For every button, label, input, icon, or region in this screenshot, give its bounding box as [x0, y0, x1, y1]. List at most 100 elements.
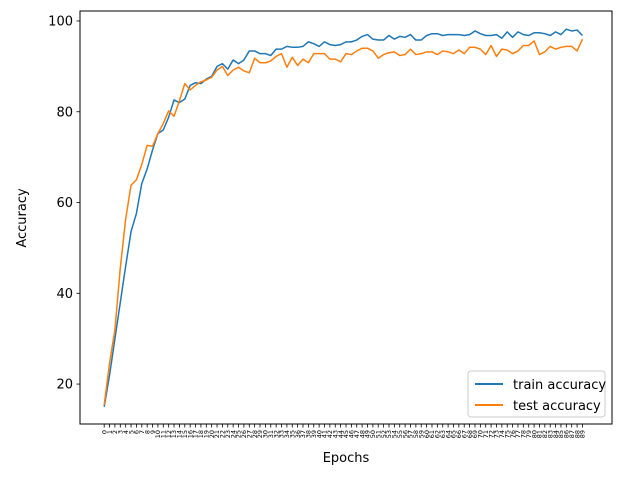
x-tick-label: 20 [208, 430, 216, 438]
x-tick-label: 9 [149, 430, 157, 434]
y-axis: 20 40 60 80 100 [48, 14, 80, 393]
x-tick-label: 58 [412, 430, 420, 438]
legend: train accuracy test accuracy [467, 370, 606, 418]
x-tick-label: 36 [294, 430, 302, 438]
x-tick-label: 7 [138, 430, 146, 434]
x-tick-label: 70 [477, 430, 485, 438]
x-tick-label: 49 [364, 430, 372, 438]
x-tick-label: 86 [563, 430, 571, 438]
x-tick-label: 84 [552, 430, 560, 438]
x-tick-label: 4 [122, 430, 130, 434]
x-tick-label: 14 [176, 430, 184, 438]
x-tick-label: 28 [251, 430, 259, 438]
x-tick-label: 12 [165, 430, 173, 438]
x-tick-label: 39 [310, 430, 318, 438]
x-tick-label: 10 [154, 430, 162, 438]
x-tick-label: 81 [536, 430, 544, 438]
x-tick-label: 66 [455, 430, 463, 438]
x-tick-label: 26 [240, 430, 248, 438]
x-tick-label: 34 [283, 430, 291, 438]
x-tick-label: 27 [245, 430, 253, 438]
x-tick-label: 61 [428, 430, 436, 438]
x-tick-label: 71 [482, 430, 490, 438]
x-tick-label: 47 [353, 430, 361, 438]
x-tick-label: 0 [100, 430, 108, 434]
y-tick-label: 100 [48, 14, 73, 29]
y-tick-label: 80 [56, 105, 73, 120]
series-line-0 [103, 28, 583, 407]
x-tick-label: 75 [503, 430, 511, 438]
x-tick-label: 18 [197, 430, 205, 438]
x-tick-label: 50 [369, 430, 377, 438]
x-tick-label: 33 [278, 430, 286, 438]
x-tick-label: 19 [202, 430, 210, 438]
x-tick-label: 72 [487, 430, 495, 438]
x-tick-label: 5 [127, 430, 135, 434]
x-tick-label: 46 [348, 430, 356, 438]
x-tick-label: 64 [444, 430, 452, 438]
x-tick-label: 54 [391, 430, 399, 438]
x-tick-label: 88 [573, 430, 581, 438]
x-tick-label: 6 [133, 430, 141, 434]
x-tick-label: 13 [170, 430, 178, 438]
x-tick-label: 73 [493, 430, 501, 438]
x-tick-label: 15 [181, 430, 189, 438]
x-axis: 0123456789101112131415161718192021222324… [100, 424, 587, 438]
x-tick-label: 60 [423, 430, 431, 438]
x-tick-label: 48 [358, 430, 366, 438]
x-tick-label: 57 [407, 430, 415, 438]
x-tick-label: 53 [385, 430, 393, 438]
x-tick-label: 1 [106, 430, 114, 434]
x-tick-label: 59 [417, 430, 425, 438]
x-tick-label: 24 [229, 430, 237, 438]
series-line-1 [103, 38, 584, 406]
x-tick-label: 45 [342, 430, 350, 438]
x-tick-label: 25 [235, 430, 243, 438]
x-tick-label: 65 [450, 430, 458, 438]
y-axis-label: Accuracy [15, 188, 30, 248]
x-tick-label: 21 [213, 430, 221, 438]
legend-label-train: train accuracy [513, 378, 606, 393]
x-tick-label: 17 [192, 430, 200, 438]
x-tick-label: 37 [299, 430, 307, 438]
x-tick-label: 78 [520, 430, 528, 438]
y-tick-label: 20 [56, 378, 73, 393]
x-tick-label: 68 [466, 430, 474, 438]
x-tick-label: 32 [272, 430, 280, 438]
x-tick-label: 85 [557, 430, 565, 438]
x-tick-label: 43 [331, 430, 339, 438]
x-tick-label: 74 [498, 430, 506, 438]
x-tick-label: 62 [434, 430, 442, 438]
x-tick-label: 2 [111, 430, 119, 434]
legend-label-test: test accuracy [513, 399, 601, 414]
x-tick-label: 35 [288, 430, 296, 438]
x-tick-label: 51 [374, 430, 382, 438]
x-tick-label: 69 [471, 430, 479, 438]
x-tick-label: 82 [541, 430, 549, 438]
x-tick-label: 80 [530, 430, 538, 438]
x-tick-label: 11 [159, 430, 167, 438]
x-tick-label: 55 [396, 430, 404, 438]
x-tick-label: 56 [401, 430, 409, 438]
x-tick-label: 79 [525, 430, 533, 438]
x-tick-label: 3 [117, 430, 125, 434]
x-tick-label: 77 [514, 430, 522, 438]
plot-frame [79, 10, 613, 425]
x-tick-label: 76 [509, 430, 517, 438]
x-axis-label: Epochs [323, 451, 370, 466]
x-tick-label: 22 [219, 430, 227, 438]
x-tick-label: 67 [460, 430, 468, 438]
x-tick-label: 42 [326, 430, 334, 438]
x-tick-label: 31 [267, 430, 275, 438]
x-tick-label: 41 [321, 430, 329, 438]
x-tick-label: 63 [439, 430, 447, 438]
y-tick-label: 40 [56, 287, 73, 302]
x-tick-label: 23 [224, 430, 232, 438]
x-tick-label: 52 [380, 430, 388, 438]
x-tick-label: 30 [262, 430, 270, 438]
x-tick-label: 29 [256, 430, 264, 438]
x-tick-label: 83 [546, 430, 554, 438]
x-tick-label: 40 [315, 430, 323, 438]
plot-lines [103, 28, 584, 407]
